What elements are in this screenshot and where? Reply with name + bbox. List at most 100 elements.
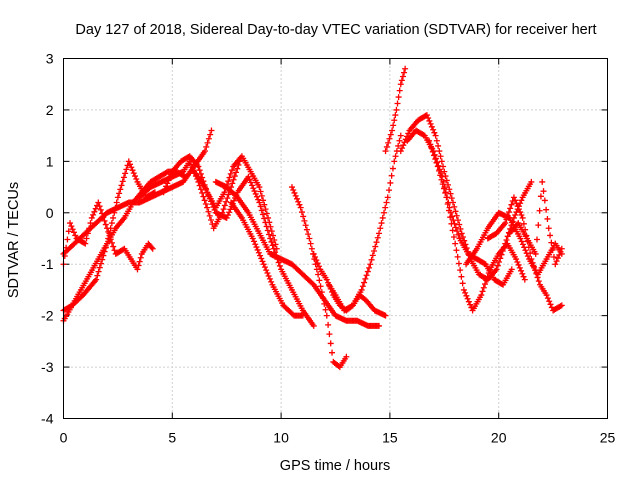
series-sat-j — [288, 184, 350, 371]
data-point — [225, 191, 232, 198]
data-point — [446, 186, 453, 193]
x-tick-label: 10 — [273, 430, 289, 446]
series-sat-c — [60, 127, 215, 257]
data-point — [91, 208, 98, 215]
data-point — [110, 214, 117, 221]
data-point — [448, 195, 455, 202]
data-point — [206, 212, 213, 219]
data-point — [458, 273, 465, 280]
data-point — [518, 267, 525, 274]
data-point — [496, 259, 503, 266]
data-point — [82, 240, 89, 247]
data-point — [136, 258, 143, 265]
data-point — [166, 174, 173, 181]
data-point — [134, 266, 141, 273]
data-point — [493, 266, 500, 273]
data-point — [268, 228, 275, 235]
data-point — [548, 239, 555, 246]
data-point — [87, 220, 94, 227]
data-point — [453, 212, 460, 219]
data-point — [117, 186, 124, 193]
data-point — [96, 264, 103, 271]
y-tick-label: -2 — [41, 308, 54, 324]
data-point — [482, 281, 489, 288]
data-point — [317, 283, 324, 290]
data-point — [305, 231, 312, 238]
data-point — [372, 243, 379, 250]
data-point — [257, 188, 264, 195]
data-point — [391, 117, 398, 124]
data-point — [314, 260, 321, 267]
data-point — [343, 353, 350, 360]
data-point — [205, 192, 212, 199]
data-point — [221, 202, 228, 209]
y-tick-label: -1 — [41, 256, 54, 272]
data-point — [455, 260, 462, 267]
data-point — [376, 322, 383, 329]
data-point — [395, 94, 402, 101]
data-point — [368, 256, 375, 263]
data-point — [149, 245, 156, 252]
data-point — [459, 280, 466, 287]
data-point — [369, 252, 376, 259]
data-point — [261, 264, 268, 271]
x-tick-label: 0 — [60, 430, 68, 446]
data-point — [534, 274, 541, 281]
data-point — [400, 142, 407, 149]
data-point — [387, 131, 394, 138]
data-point — [137, 254, 144, 261]
data-point — [246, 176, 253, 183]
data-point — [255, 196, 262, 203]
data-point — [455, 231, 462, 238]
data-point — [163, 183, 170, 190]
data-point — [396, 87, 403, 94]
data-point — [467, 301, 474, 308]
data-point — [261, 201, 268, 208]
data-point — [519, 214, 526, 221]
data-point — [443, 177, 450, 184]
data-point — [205, 208, 212, 215]
data-point — [451, 203, 458, 210]
data-point — [532, 267, 539, 274]
data-point — [445, 181, 452, 188]
data-point — [118, 182, 125, 189]
data-point — [256, 184, 263, 191]
data-point — [436, 148, 443, 155]
data-point — [291, 189, 298, 196]
data-point — [479, 288, 486, 295]
data-point — [505, 209, 512, 216]
data-point — [447, 190, 454, 197]
data-point — [553, 258, 560, 265]
data-point — [443, 194, 450, 201]
data-point — [528, 256, 535, 263]
data-point — [502, 220, 509, 227]
data-point — [323, 276, 330, 283]
data-point — [405, 130, 412, 137]
data-point — [65, 228, 72, 235]
series-sat-p — [426, 137, 528, 314]
data-point — [125, 158, 132, 165]
data-point — [391, 158, 398, 165]
data-point — [90, 211, 97, 218]
data-point — [258, 255, 265, 262]
data-point — [380, 209, 387, 216]
data-point — [70, 229, 77, 236]
data-point — [480, 284, 487, 291]
data-point — [558, 245, 565, 252]
data-point — [266, 275, 273, 282]
data-point — [377, 225, 384, 232]
data-point — [463, 292, 470, 299]
data-point — [431, 129, 438, 136]
data-point — [310, 322, 317, 329]
data-point — [97, 260, 104, 267]
data-point — [371, 247, 378, 254]
data-point — [262, 206, 269, 213]
data-point — [227, 170, 234, 177]
x-tick-label: 20 — [491, 430, 507, 446]
data-point — [426, 117, 433, 124]
data-point — [397, 132, 404, 139]
data-point — [485, 270, 492, 277]
data-point — [225, 178, 232, 185]
data-points — [60, 65, 565, 371]
